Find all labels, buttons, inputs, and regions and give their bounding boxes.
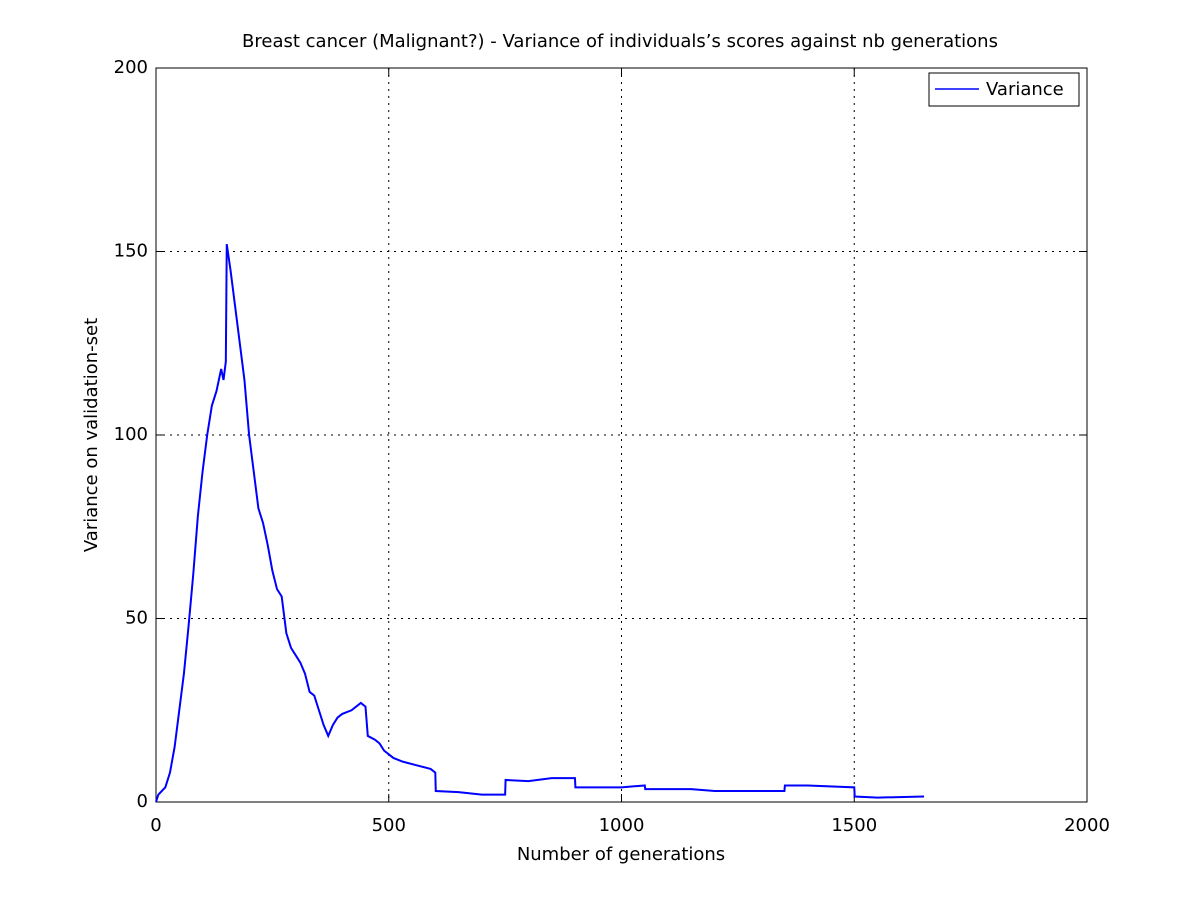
y-tick-label: 0 bbox=[137, 791, 148, 812]
legend-label: Variance bbox=[986, 79, 1064, 100]
y-axis-label: Variance on validation-set bbox=[81, 318, 102, 552]
plot-frame bbox=[155, 67, 1088, 803]
x-tick-label: 500 bbox=[372, 815, 406, 836]
y-tick-label: 50 bbox=[125, 608, 148, 629]
y-tick-label: 150 bbox=[114, 241, 148, 262]
y-tick-label: 200 bbox=[114, 57, 148, 78]
chart-title: Breast cancer (Malignant?) - Variance of… bbox=[242, 31, 998, 52]
x-tick-label: 2000 bbox=[1064, 815, 1110, 836]
x-tick-label: 1500 bbox=[831, 815, 877, 836]
x-tick-label: 0 bbox=[150, 815, 161, 836]
legend: Variance bbox=[928, 72, 1080, 107]
x-axis-label: Number of generations bbox=[517, 844, 725, 865]
data-line bbox=[155, 244, 925, 803]
x-tick-label: 1000 bbox=[599, 815, 645, 836]
y-tick-label: 100 bbox=[114, 424, 148, 445]
